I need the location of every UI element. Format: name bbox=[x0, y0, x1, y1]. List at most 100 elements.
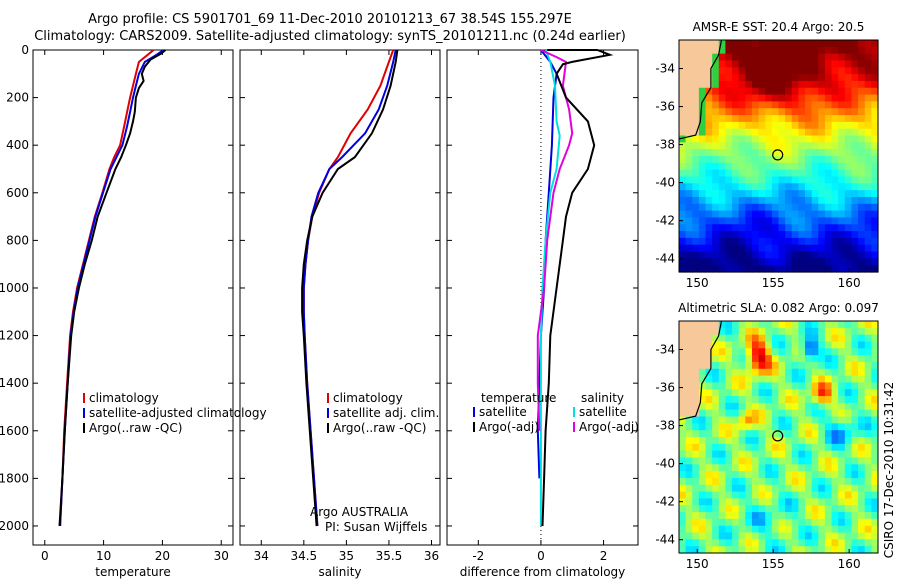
sst-map-cell bbox=[864, 80, 872, 89]
sla-map-cell bbox=[858, 430, 866, 438]
sla-map-cell bbox=[805, 355, 813, 363]
sla-map-cell bbox=[705, 498, 713, 506]
sst-map-cell bbox=[871, 224, 879, 232]
sla-map-cell bbox=[818, 532, 826, 540]
sla-map-cell bbox=[745, 321, 753, 329]
sla-map-ytick-label: -40 bbox=[655, 457, 675, 471]
sst-map-cell bbox=[712, 149, 720, 157]
sst-map-cell bbox=[685, 156, 693, 164]
sla-map-cell bbox=[851, 457, 859, 465]
sla-map-cell bbox=[798, 396, 806, 404]
sla-map-cell bbox=[811, 471, 819, 479]
sla-map-cell bbox=[771, 471, 780, 479]
sla-map-cell bbox=[698, 498, 707, 506]
sst-map-cell bbox=[679, 162, 687, 171]
sla-map-cell bbox=[818, 396, 826, 404]
sla-map-cell bbox=[831, 437, 839, 445]
sla-map-cell bbox=[805, 477, 813, 486]
sla-map-cell bbox=[851, 382, 859, 390]
sla-map-cell bbox=[745, 539, 753, 547]
sst-map-cell bbox=[705, 74, 713, 82]
sla-map-cell bbox=[751, 327, 760, 336]
sst-map-cell bbox=[692, 67, 700, 75]
sla-map-cell bbox=[705, 505, 713, 513]
sst-map-cell bbox=[831, 135, 839, 143]
sst-map-cell bbox=[705, 46, 713, 55]
sla-map-cell bbox=[785, 355, 793, 363]
sst-map-cell bbox=[718, 258, 727, 266]
sst-map-cell bbox=[738, 142, 746, 150]
sst-map-cell bbox=[798, 210, 806, 219]
sla-map-cell bbox=[864, 525, 872, 534]
sla-map-cell bbox=[725, 498, 733, 506]
temperature-profile-ytick-label: 800 bbox=[6, 233, 29, 247]
sst-map-cell bbox=[751, 210, 760, 219]
sla-map-cell bbox=[732, 484, 740, 493]
sst-map-cell bbox=[851, 169, 859, 178]
sst-map-cell bbox=[765, 237, 773, 246]
sla-map-cell bbox=[844, 512, 853, 520]
sst-map-cell bbox=[718, 203, 727, 212]
sla-map-cell bbox=[705, 355, 713, 363]
sst-map-cell bbox=[732, 265, 740, 273]
sla-map-cell bbox=[679, 348, 687, 356]
sst-map-cell bbox=[858, 142, 866, 150]
sla-map-cell bbox=[831, 450, 839, 459]
sst-map-cell bbox=[685, 203, 693, 212]
sst-map-cell bbox=[811, 231, 819, 239]
sla-map-cell bbox=[805, 505, 813, 513]
sla-map-cell bbox=[785, 443, 793, 452]
sst-map-cell bbox=[844, 53, 853, 62]
sla-map-cell bbox=[824, 518, 833, 527]
sla-map-cell bbox=[785, 546, 793, 554]
sla-map-cell bbox=[705, 491, 713, 500]
sla-map-cell bbox=[705, 477, 713, 486]
sst-map-cell bbox=[738, 74, 746, 82]
sst-map-cell bbox=[751, 231, 760, 239]
sla-map-cell bbox=[844, 382, 853, 390]
sst-map-cell bbox=[791, 183, 799, 191]
sst-map-cell bbox=[718, 176, 727, 184]
sla-map-cell bbox=[738, 457, 746, 465]
sst-map-cell bbox=[811, 40, 819, 48]
sla-map-cell bbox=[712, 361, 720, 370]
sla-map-cell bbox=[758, 416, 766, 424]
sst-map-cell bbox=[692, 162, 700, 171]
sst-map-cell bbox=[851, 210, 859, 219]
sst-map-cell bbox=[685, 149, 693, 157]
sla-map-cell bbox=[858, 396, 866, 404]
sst-map-cell bbox=[831, 74, 839, 82]
sla-map-cell bbox=[698, 471, 707, 479]
sla-map-cell bbox=[791, 382, 799, 390]
sst-map-cell bbox=[831, 162, 839, 171]
sst-map-cell bbox=[811, 115, 819, 123]
sla-map-cell bbox=[692, 525, 700, 534]
sst-map-cell bbox=[864, 74, 872, 82]
sla-map-cell bbox=[798, 375, 806, 384]
sst-map-cell bbox=[698, 217, 707, 225]
sla-map-cell bbox=[818, 334, 826, 343]
sst-map-cell bbox=[738, 237, 746, 246]
sla-map-cell bbox=[698, 491, 707, 500]
sla-map-cell bbox=[844, 518, 853, 527]
sst-map-cell bbox=[864, 217, 872, 225]
sla-map-cell bbox=[698, 341, 707, 349]
sst-map-cell bbox=[864, 135, 872, 143]
sst-map-cell bbox=[805, 231, 813, 239]
sst-map-cell bbox=[844, 217, 853, 225]
sst-map-cell bbox=[718, 60, 727, 68]
sla-map-cell bbox=[791, 416, 799, 424]
sla-map-cell bbox=[838, 402, 846, 411]
sla-map-cell bbox=[679, 382, 687, 390]
sst-map-cell bbox=[785, 237, 793, 246]
sla-map-cell bbox=[732, 396, 740, 404]
sst-map-cell bbox=[718, 46, 727, 55]
sla-map-cell bbox=[732, 348, 740, 356]
sla-map-cell bbox=[751, 532, 760, 540]
sst-map-cell bbox=[771, 80, 780, 89]
sla-map-cell bbox=[758, 498, 766, 506]
sst-map-cell bbox=[725, 108, 733, 116]
sst-map-cell bbox=[858, 128, 866, 137]
sla-map-cell bbox=[811, 525, 819, 534]
sla-map-cell bbox=[738, 443, 746, 452]
